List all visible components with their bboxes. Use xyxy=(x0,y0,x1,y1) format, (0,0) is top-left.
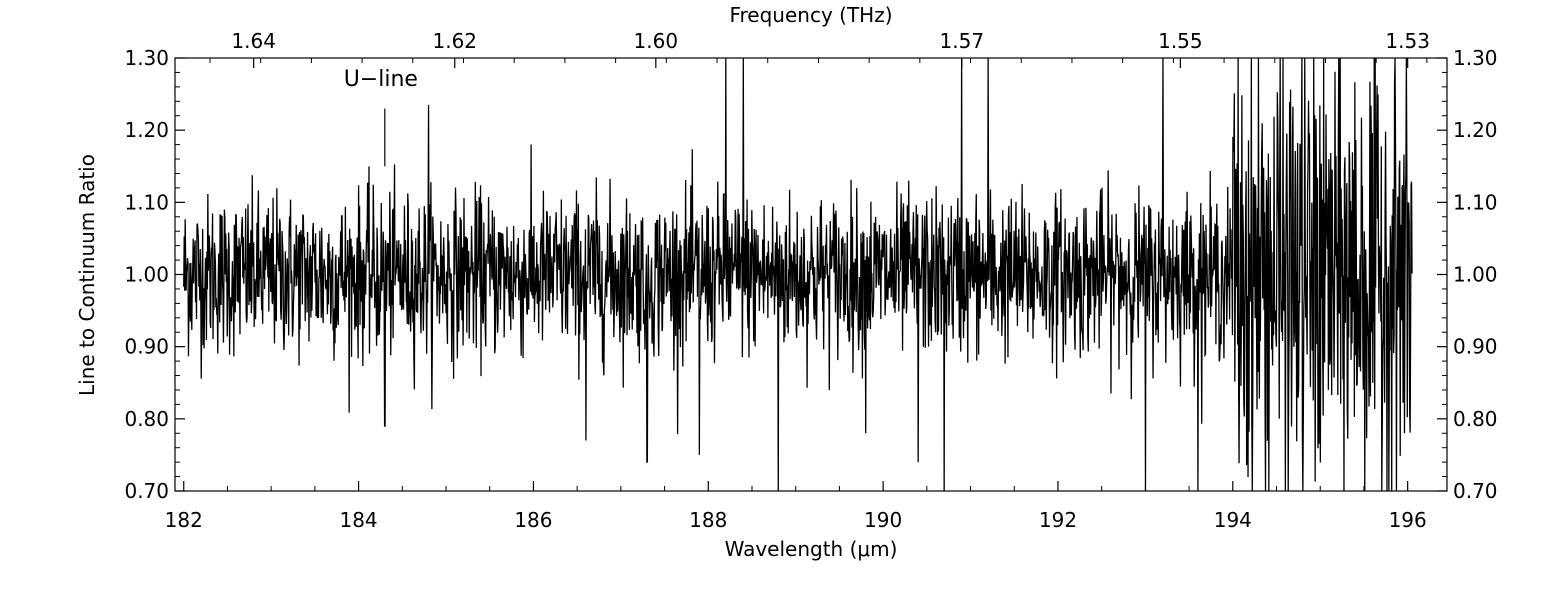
y-tick-label-right: 1.00 xyxy=(1453,263,1498,287)
top-tick-label: 1.55 xyxy=(1158,29,1203,53)
x-tick-label: 186 xyxy=(514,508,552,532)
y-tick-label-left: 1.30 xyxy=(124,46,169,70)
spectrum-line xyxy=(183,57,1413,492)
y-tick-label-right: 1.30 xyxy=(1453,46,1498,70)
y-axis-title: Line to Continuum Ratio xyxy=(75,154,99,396)
top-tick-label: 1.60 xyxy=(634,29,679,53)
u-line-label: U−line xyxy=(344,67,418,92)
x-tick-label: 190 xyxy=(864,508,902,532)
top-tick-label: 1.62 xyxy=(432,29,477,53)
x-tick-label: 184 xyxy=(339,508,377,532)
x-tick-label: 194 xyxy=(1214,508,1252,532)
spectrum-series xyxy=(183,57,1413,492)
y-tick-label-right: 1.20 xyxy=(1453,118,1498,142)
y-tick-label-right: 0.70 xyxy=(1453,479,1498,503)
right-y-axis: 0.70 0.80 0.90 1.00 1.10 1.20 1.30 xyxy=(1437,46,1498,503)
y-tick-label-left: 0.80 xyxy=(124,407,169,431)
x-tick-label: 182 xyxy=(165,508,203,532)
top-tick-label: 1.64 xyxy=(231,29,276,53)
top-axis-title: Frequency (THz) xyxy=(729,3,892,27)
y-tick-label-right: 1.10 xyxy=(1453,190,1498,214)
y-tick-label-right: 0.80 xyxy=(1453,407,1498,431)
bottom-x-axis: 182 184 186 188 190 192 194 196 xyxy=(165,481,1427,532)
x-axis-title: Wavelength (μm) xyxy=(725,537,898,561)
y-tick-label-left: 1.20 xyxy=(124,118,169,142)
y-tick-label-right: 0.90 xyxy=(1453,335,1498,359)
left-y-axis: 0.70 0.80 0.90 1.00 1.10 1.20 1.30 xyxy=(124,46,185,503)
y-tick-label-left: 0.70 xyxy=(124,479,169,503)
x-tick-label: 188 xyxy=(689,508,727,532)
y-tick-label-left: 1.10 xyxy=(124,190,169,214)
y-tick-label-left: 0.90 xyxy=(124,335,169,359)
annotations: U−line xyxy=(344,67,418,167)
top-tick-label: 1.57 xyxy=(940,29,985,53)
top-x-axis: 1.64 1.62 1.60 1.57 1.55 1.53 xyxy=(209,29,1430,68)
x-tick-label: 192 xyxy=(1039,508,1077,532)
y-tick-label-left: 1.00 xyxy=(124,263,169,287)
top-tick-label: 1.53 xyxy=(1385,29,1430,53)
x-tick-label: 196 xyxy=(1389,508,1427,532)
